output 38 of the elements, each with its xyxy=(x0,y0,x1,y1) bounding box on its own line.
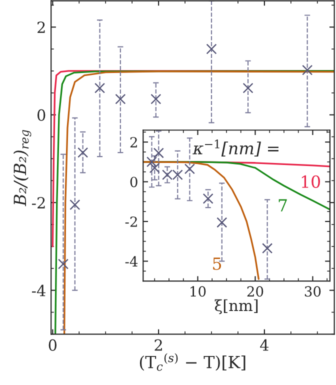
point xyxy=(115,94,126,104)
point xyxy=(206,44,217,54)
y-tick-label: -4 xyxy=(125,256,138,266)
y-tick-label: -2 xyxy=(125,216,137,227)
y-tick-label: 0 xyxy=(38,109,46,121)
x-tick-label: 30 xyxy=(304,286,321,297)
y-tick-label: 2 xyxy=(130,137,137,148)
y-tick-label: 0 xyxy=(130,176,138,188)
x-tick-label: 20 xyxy=(247,286,264,297)
y-tick-label: -2 xyxy=(32,197,45,208)
series-label: 10 xyxy=(302,175,320,188)
series-label: 7 xyxy=(278,199,287,212)
point xyxy=(94,82,106,94)
y-axis-title: B₂/(B₂)$_{reg}$ xyxy=(13,130,32,206)
y-tick-label: -4 xyxy=(32,284,46,296)
x-tick-label: 4 xyxy=(260,339,269,351)
point xyxy=(302,64,313,76)
point xyxy=(202,193,214,204)
x-axis-title: (T$_{c}$$^{(s)}$ − T)[K] xyxy=(140,353,246,371)
point xyxy=(70,199,80,210)
point xyxy=(153,148,164,158)
point xyxy=(242,82,254,94)
point xyxy=(78,147,88,158)
line-series xyxy=(143,161,260,280)
point xyxy=(262,243,273,254)
y-tick-label: 2 xyxy=(38,22,45,33)
annotation: κ$^{−1}$[nm] = xyxy=(192,140,278,156)
point xyxy=(150,94,162,104)
point xyxy=(149,162,160,174)
x-tick-label: 10 xyxy=(190,286,206,297)
point xyxy=(58,258,69,270)
x-axis-title: ξ[nm] xyxy=(214,299,258,314)
x-tick-label: 2 xyxy=(154,339,162,351)
text: 5 xyxy=(213,258,222,270)
x-tick-label: 0 xyxy=(48,339,57,351)
point xyxy=(146,156,158,168)
point xyxy=(216,217,228,228)
point xyxy=(184,164,195,174)
